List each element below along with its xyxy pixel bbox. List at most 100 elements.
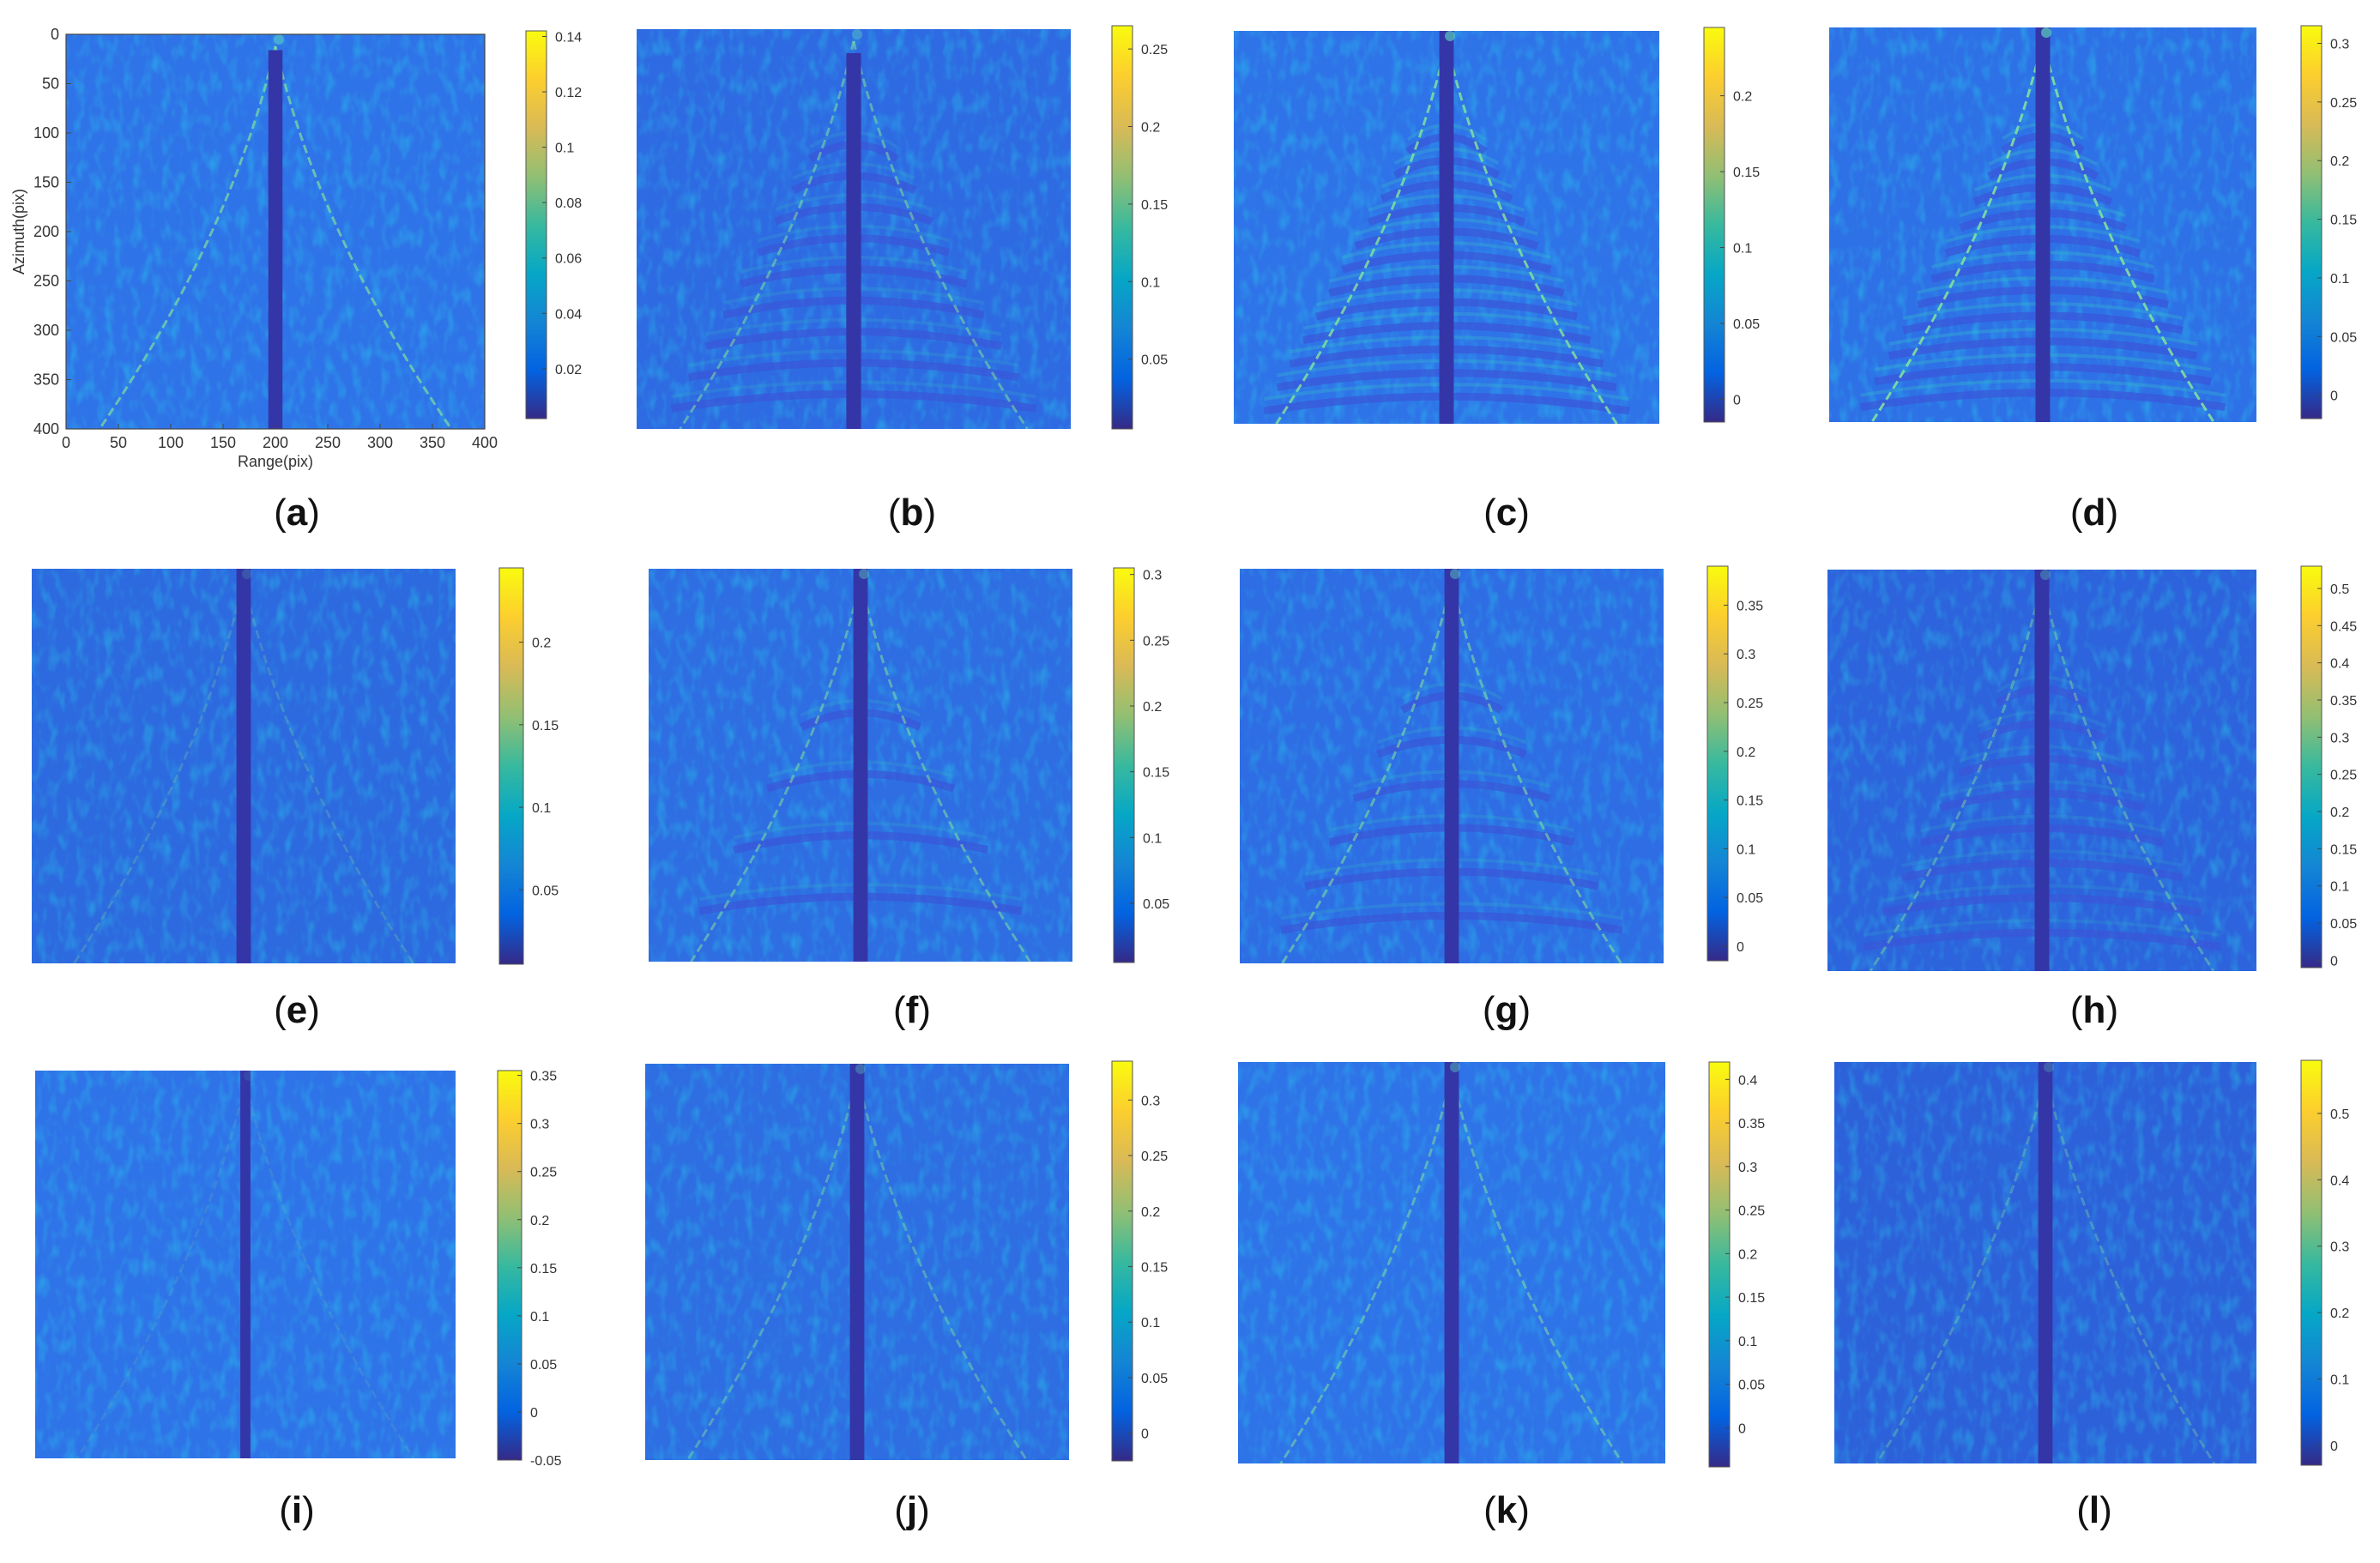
apex-glint bbox=[242, 569, 252, 579]
target-stripe bbox=[846, 52, 861, 429]
colorbar-tick-label: 0.15 bbox=[2330, 842, 2357, 857]
hyperbola-leg-right bbox=[2040, 581, 2215, 971]
colorbar-gradient bbox=[2300, 565, 2323, 969]
colorbar: -0.05 0 0.05 0.1 0.15 0.2 0.25 0.3 0.35 bbox=[497, 1070, 562, 1469]
colorbar-tick-label: 0.5 bbox=[2330, 582, 2349, 597]
hyperbola-leg-right bbox=[1450, 1073, 1624, 1463]
hyperbola-leg-left bbox=[1281, 580, 1453, 963]
panel-k: 0 0.05 0.1 0.15 0.2 0.25 0.3 0.35 0.4 (k) bbox=[1238, 1061, 1765, 1531]
colorbar-tick-label: 0.3 bbox=[1737, 648, 1755, 662]
colorbar-tick-label: 0.1 bbox=[555, 142, 574, 156]
colorbar-tick-label: 0.1 bbox=[1143, 831, 1162, 846]
colorbar-tick-label: 0.15 bbox=[1143, 766, 1169, 781]
colorbar-tick-label: 0.2 bbox=[1733, 90, 1752, 105]
colorbar-tick-label: 0.05 bbox=[1733, 317, 1760, 332]
apex-glint bbox=[1450, 1062, 1460, 1072]
panel-caption: (j) bbox=[894, 1489, 930, 1531]
colorbar-gradient bbox=[1113, 567, 1135, 963]
hyperbola-leg-left bbox=[73, 580, 245, 963]
hyperbola-leg-right bbox=[2044, 1073, 2216, 1463]
colorbar-tick-label: 0.2 bbox=[2330, 154, 2349, 169]
heatmap-image bbox=[645, 1064, 1069, 1460]
panel-caption: (d) bbox=[2070, 492, 2118, 534]
caption-close-paren: ) bbox=[2099, 1489, 2112, 1531]
colorbar-tick-label: 0.25 bbox=[2330, 96, 2357, 111]
colorbar-tick-label: 0.05 bbox=[530, 1358, 557, 1373]
apex-glint bbox=[1450, 569, 1460, 579]
caption-close-paren: ) bbox=[1517, 1489, 1530, 1531]
caption-open-paren: ( bbox=[2070, 492, 2083, 534]
caption-letter: f bbox=[906, 989, 919, 1031]
colorbar-tick-label: 0.2 bbox=[1737, 745, 1755, 760]
colorbar-gradient bbox=[497, 1070, 523, 1461]
colorbar: 0.05 0.1 0.15 0.2 bbox=[498, 567, 559, 965]
colorbar: 0.05 0.1 0.15 0.2 0.25 bbox=[1111, 25, 1168, 430]
caption-open-paren: ( bbox=[2070, 989, 2083, 1031]
hyperbola-leg-right bbox=[2041, 39, 2215, 422]
colorbar-tick-label: 0.15 bbox=[1737, 794, 1763, 809]
panel-a: 0 50 100 150 200 250 300 350 4000501001502002503… bbox=[10, 26, 582, 534]
heatmap-image bbox=[637, 29, 1071, 429]
colorbar-tick-label: 0.15 bbox=[1738, 1291, 1765, 1306]
caption-open-paren: ( bbox=[1483, 492, 1496, 534]
y-tick-label: 150 bbox=[33, 174, 59, 191]
colorbar-tick-label: 0.3 bbox=[530, 1118, 549, 1132]
panel-e: 0.05 0.1 0.15 0.2 (e) bbox=[32, 567, 559, 1031]
y-tick-label: 200 bbox=[33, 223, 59, 240]
apex-glint bbox=[852, 29, 862, 39]
caption-letter: k bbox=[1496, 1489, 1518, 1531]
colorbar-tick-label: 0 bbox=[530, 1406, 538, 1421]
panel-f: 0.05 0.1 0.15 0.2 0.25 0.3 (f) bbox=[649, 567, 1169, 1031]
colorbar-tick-label: 0.25 bbox=[1141, 43, 1168, 57]
caption-letter: j bbox=[906, 1489, 917, 1531]
colorbar-tick-label: 0.2 bbox=[1141, 1205, 1160, 1220]
heatmap-image bbox=[1240, 569, 1664, 963]
panel-b: 0.05 0.1 0.15 0.2 0.25 (b) bbox=[637, 25, 1168, 534]
caption-close-paren: ) bbox=[1517, 492, 1530, 534]
apex-glint bbox=[1445, 31, 1455, 41]
panel-caption: (c) bbox=[1483, 492, 1530, 534]
colorbar-tick-label: 0.15 bbox=[530, 1262, 557, 1276]
colorbar-tick-label: -0.05 bbox=[530, 1454, 562, 1469]
x-tick-label: 250 bbox=[315, 434, 341, 451]
panel-caption: (i) bbox=[279, 1489, 315, 1531]
colorbar-tick-label: 0.1 bbox=[2330, 880, 2349, 895]
caption-close-paren: ) bbox=[1518, 989, 1531, 1031]
panel-caption: (g) bbox=[1483, 989, 1531, 1031]
colorbar-gradient bbox=[2300, 1059, 2323, 1466]
x-tick-label: 150 bbox=[210, 434, 236, 451]
apex-glint bbox=[859, 569, 869, 579]
colorbar-tick-label: 0.05 bbox=[1737, 891, 1763, 906]
apex-glint bbox=[855, 1064, 866, 1074]
x-tick-label: 350 bbox=[420, 434, 445, 451]
colorbar-tick-label: 0.05 bbox=[1141, 1372, 1168, 1386]
hyperbola-leg-left bbox=[679, 40, 855, 429]
panels: 0 50 100 150 200 250 300 350 4000501001502002503… bbox=[10, 25, 2357, 1531]
hyperbola-leg-left bbox=[98, 45, 277, 429]
caption-letter: l bbox=[2089, 1489, 2099, 1531]
caption-open-paren: ( bbox=[274, 989, 287, 1031]
panel-i: -0.05 0 0.05 0.1 0.15 0.2 0.25 0.3 0.35 (i) bbox=[35, 1070, 562, 1531]
colorbar-tick-label: 0.4 bbox=[1738, 1073, 1757, 1088]
x-tick-label: 400 bbox=[472, 434, 498, 451]
target-stripe bbox=[2034, 570, 2050, 971]
colorbar: 0 0.1 0.2 0.3 0.4 0.5 bbox=[2300, 1059, 2349, 1466]
panel-caption: (a) bbox=[274, 492, 320, 534]
colorbar-tick-label: 0.35 bbox=[530, 1070, 557, 1084]
colorbar-tick-label: 0.14 bbox=[555, 30, 582, 45]
caption-letter: b bbox=[901, 492, 924, 534]
target-stripe bbox=[240, 1071, 251, 1458]
colorbar-tick-label: 0.1 bbox=[1738, 1335, 1757, 1349]
colorbar-tick-label: 0.1 bbox=[1141, 1316, 1160, 1331]
colorbar-tick-label: 0.2 bbox=[1738, 1247, 1757, 1262]
colorbar-tick-label: 0.25 bbox=[2330, 769, 2357, 783]
panel-h: 0 0.05 0.1 0.15 0.2 0.25 0.3 0.35 0.4 0.45 0.5 (h) bbox=[1827, 565, 2357, 1031]
colorbar-gradient bbox=[1703, 27, 1725, 423]
caption-open-paren: ( bbox=[894, 1489, 907, 1531]
colorbar-tick-label: 0.05 bbox=[2330, 330, 2357, 345]
panel-g: 0 0.05 0.1 0.15 0.2 0.25 0.3 0.35 (g) bbox=[1240, 565, 1763, 1031]
colorbar: 0 0.05 0.1 0.15 0.2 0.25 0.3 0.35 0.4 0.45 0.5 bbox=[2300, 565, 2357, 969]
colorbar-tick-label: 0.08 bbox=[555, 196, 582, 211]
colorbar-tick-label: 0.3 bbox=[2330, 731, 2349, 745]
